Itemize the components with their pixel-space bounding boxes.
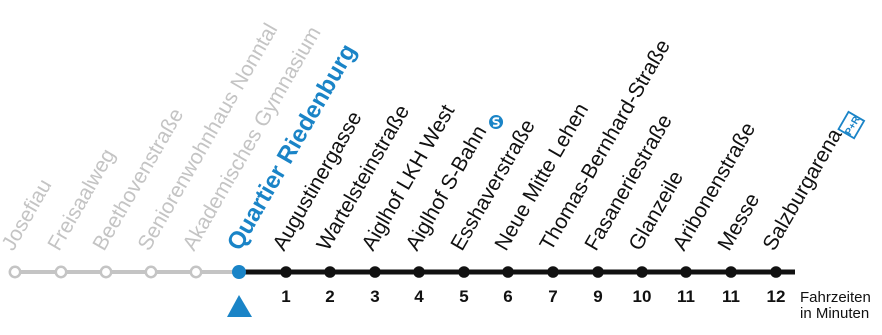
stop-dot-upcoming [680,266,692,278]
s-bahn-icon [489,115,504,130]
stop-dot-past [8,265,22,279]
stop-dot-upcoming [324,266,336,278]
stop-label-upcoming: Salzburgarena [758,124,846,254]
travel-time-minutes: 11 [722,287,740,306]
park-and-ride-icon: P+R [837,110,866,140]
travel-time-minutes: 4 [414,287,424,306]
stop-dot-upcoming [547,266,559,278]
stop-dot-upcoming [770,266,782,278]
stop-dot-upcoming [502,266,514,278]
travel-time-minutes: 7 [548,287,557,306]
route-stops [8,265,782,279]
stop-dot-upcoming [725,266,737,278]
stop-dot-upcoming [636,266,648,278]
travel-time-minutes: 2 [325,287,334,306]
stop-dot-upcoming [280,266,292,278]
stop-dot-upcoming [413,266,425,278]
legend-line-1: Fahrzeiten [800,289,871,306]
travel-time-minutes: 5 [459,287,468,306]
travel-time-minutes: 6 [503,287,512,306]
stop-dot-upcoming [369,266,381,278]
stop-dot-past [54,265,68,279]
stop-dot-past [189,265,203,279]
stop-icons: P+R [489,110,866,140]
travel-time-minutes: 9 [593,287,602,306]
legend-line-2: in Minuten [800,305,870,322]
stop-dot-past [99,265,113,279]
stop-labels: JosefiauFreisaalwegBeethovenstraßeSenior… [0,20,847,255]
stop-dot-past [144,265,158,279]
stop-label-upcoming: Messe [713,189,764,254]
current-position-marker [227,295,252,317]
stop-dot-current [232,265,246,279]
travel-times: 1 2 3 4 5 6 7 9 10 11 11 12 [281,287,785,306]
travel-time-legend: Fahrzeiten in Minuten [800,290,871,322]
travel-time-minutes: 11 [677,287,695,306]
stop-dot-upcoming [592,266,604,278]
stop-dot-upcoming [458,266,470,278]
travel-time-minutes: 12 [767,287,786,306]
travel-time-minutes: 1 [281,287,290,306]
travel-time-minutes: 10 [633,287,652,306]
travel-time-minutes: 3 [370,287,379,306]
